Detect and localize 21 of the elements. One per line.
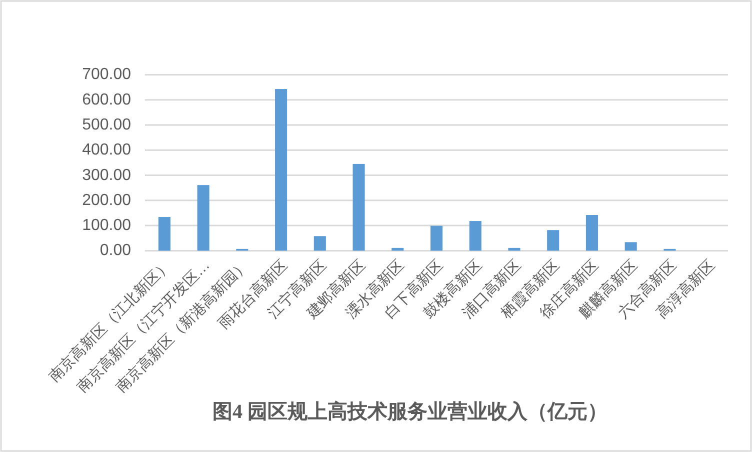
bar [158,217,170,251]
y-tick-label: 400.00 [82,142,132,159]
bar [430,226,443,251]
y-tick-label: 300.00 [82,166,132,184]
bar [586,214,598,251]
y-tick-label: 600.00 [82,91,132,108]
bar [547,230,560,251]
y-tick-label: 500.00 [82,116,132,134]
bar [508,248,520,251]
text: 图4 园区规上高技术服务业营业收入（亿元） [212,400,608,423]
y-tick-label: 700.00 [82,66,132,84]
y-tick-label: 100.00 [82,217,132,234]
bar [314,236,326,251]
y-tick-label: 200.00 [82,192,132,209]
bar [624,242,637,251]
y-tick-label: 0.00 [100,242,132,260]
bar [197,185,210,251]
bar [352,164,365,251]
bar [469,221,482,251]
bar [275,89,288,251]
bar [392,248,404,251]
